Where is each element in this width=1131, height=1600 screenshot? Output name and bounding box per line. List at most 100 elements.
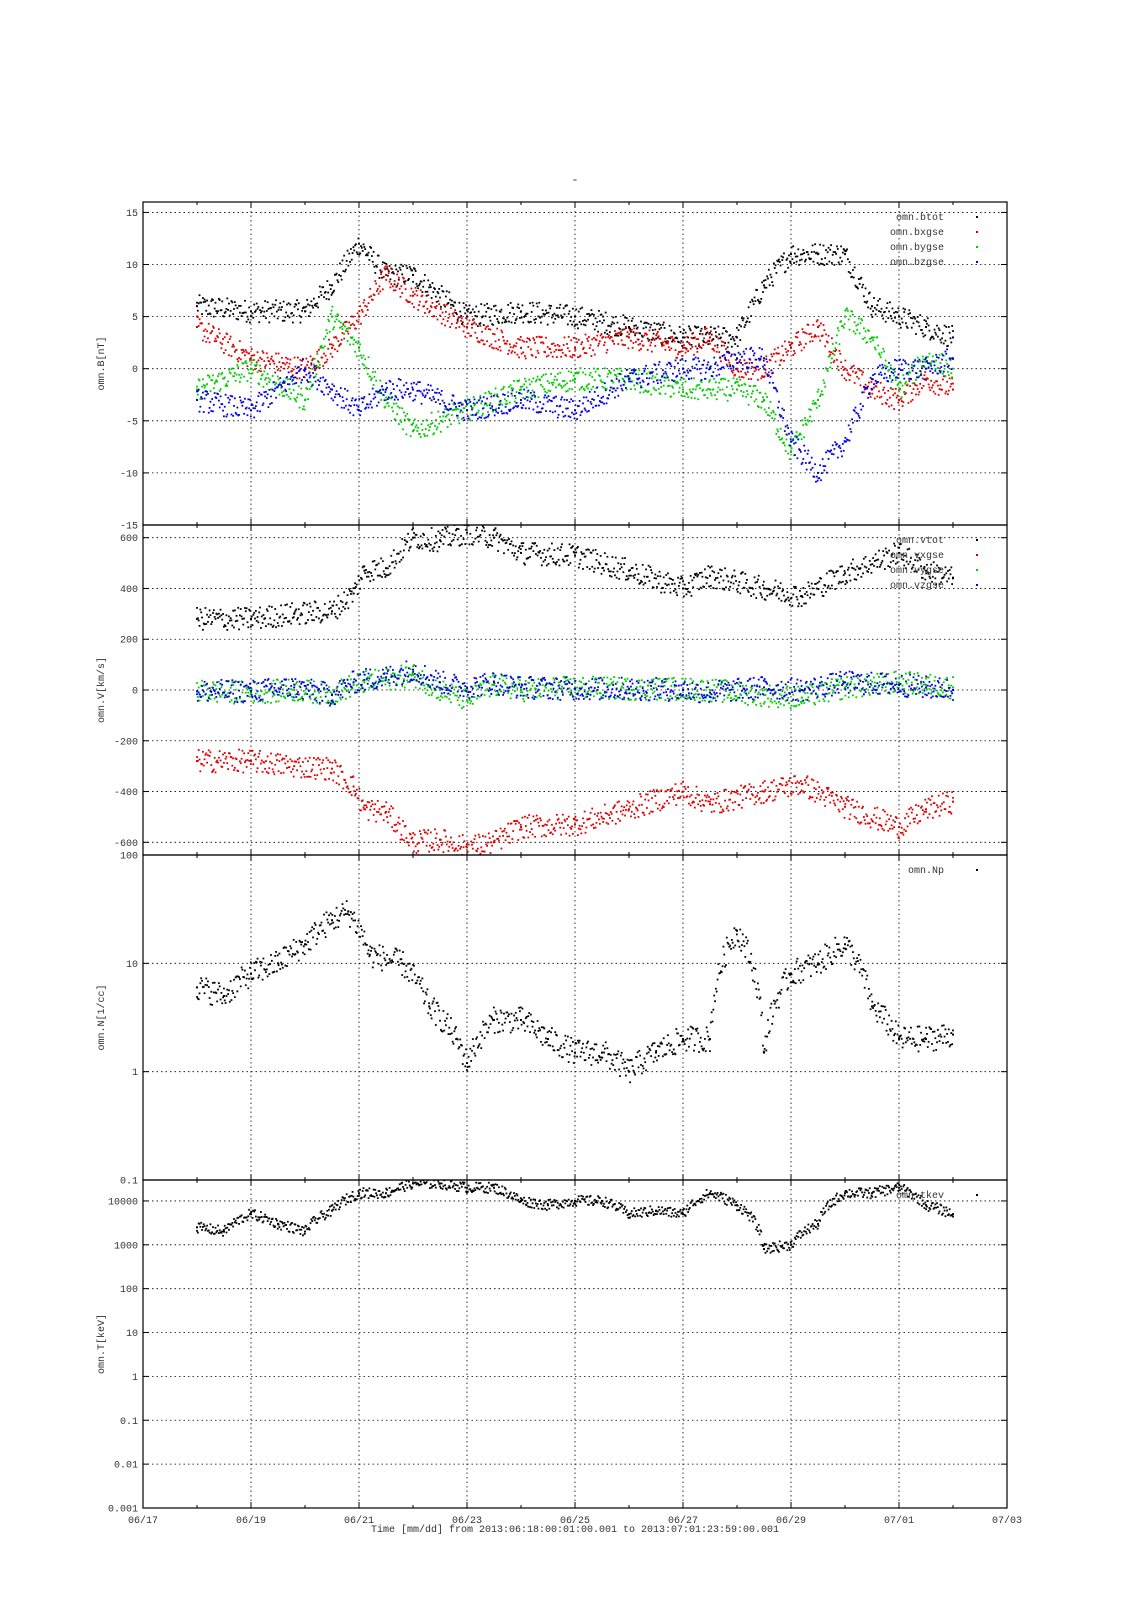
data-point	[885, 551, 888, 553]
data-point	[698, 332, 701, 335]
data-point	[722, 579, 725, 582]
data-point	[697, 357, 700, 360]
data-point	[212, 770, 214, 772]
data-point	[212, 768, 215, 771]
data-point	[701, 575, 704, 578]
data-point	[494, 409, 497, 411]
data-point	[503, 539, 506, 541]
data-point	[204, 753, 207, 756]
data-point	[486, 397, 489, 400]
data-point	[403, 393, 406, 396]
data-point	[653, 577, 656, 580]
panel-2: -600-400-2000200400600omn.V[km/s]omn.vto…	[96, 524, 1008, 856]
data-point	[744, 572, 747, 575]
data-point	[659, 379, 662, 382]
data-point	[421, 547, 424, 550]
data-point	[348, 252, 351, 255]
data-point	[725, 586, 727, 589]
data-point	[545, 336, 547, 339]
data-point	[677, 369, 680, 372]
data-point	[886, 365, 889, 368]
data-point	[901, 321, 904, 324]
data-point	[825, 451, 827, 454]
data-point	[341, 396, 344, 399]
data-point	[268, 321, 271, 324]
data-point	[819, 339, 822, 342]
data-point	[710, 333, 713, 336]
data-point	[532, 408, 535, 411]
data-point	[486, 340, 489, 343]
data-point	[261, 306, 264, 309]
data-point	[779, 427, 782, 430]
data-point	[332, 779, 335, 782]
data-point	[696, 368, 699, 371]
data-point	[459, 411, 462, 414]
data-point	[357, 321, 360, 323]
data-point	[937, 367, 940, 370]
data-point	[424, 394, 427, 397]
data-point	[908, 547, 911, 550]
data-point	[492, 410, 494, 413]
data-point	[561, 386, 563, 389]
data-point	[830, 351, 832, 354]
data-point	[602, 335, 605, 338]
data-point	[545, 556, 547, 559]
data-point	[726, 346, 729, 349]
y-tick-label: 200	[120, 636, 138, 647]
data-point	[249, 763, 252, 765]
data-point	[719, 568, 721, 571]
data-point	[288, 316, 291, 319]
data-point	[888, 368, 890, 371]
data-point	[524, 377, 526, 380]
data-point	[915, 553, 918, 556]
data-point	[621, 328, 624, 331]
data-point	[225, 383, 228, 386]
data-point	[229, 617, 232, 620]
data-point	[286, 383, 289, 386]
data-point	[533, 391, 536, 394]
data-point	[347, 264, 350, 267]
data-point	[950, 368, 953, 370]
data-point	[371, 387, 374, 390]
data-point	[566, 304, 568, 307]
data-point	[435, 305, 438, 307]
data-point	[605, 388, 608, 390]
data-point	[196, 606, 198, 609]
data-point	[470, 405, 473, 408]
data-point	[625, 335, 628, 338]
data-point	[763, 790, 765, 793]
data-point	[950, 566, 953, 569]
data-point	[447, 317, 450, 319]
data-point	[349, 590, 351, 592]
data-point	[847, 270, 850, 273]
data-point	[707, 387, 710, 390]
data-point	[736, 388, 738, 391]
data-point	[609, 570, 612, 573]
data-point	[426, 392, 429, 394]
data-point	[430, 306, 433, 309]
data-point	[716, 576, 719, 579]
data-point	[358, 242, 360, 245]
data-point	[950, 383, 953, 385]
data-point	[560, 546, 563, 549]
data-point	[640, 348, 642, 350]
data-point	[287, 302, 290, 305]
data-point	[846, 369, 848, 372]
data-point	[282, 300, 285, 303]
data-point	[266, 301, 269, 304]
data-point	[579, 414, 582, 417]
data-point	[491, 346, 494, 349]
data-point	[513, 380, 515, 382]
data-point	[606, 555, 609, 558]
data-point	[252, 763, 255, 766]
data-point	[303, 776, 306, 778]
data-point	[518, 307, 520, 310]
data-point	[815, 587, 818, 590]
data-point	[672, 338, 675, 341]
data-point	[679, 577, 682, 580]
data-point	[700, 381, 703, 384]
data-point	[557, 558, 560, 561]
data-point	[637, 343, 640, 346]
data-point	[524, 407, 527, 410]
data-point	[848, 261, 851, 264]
